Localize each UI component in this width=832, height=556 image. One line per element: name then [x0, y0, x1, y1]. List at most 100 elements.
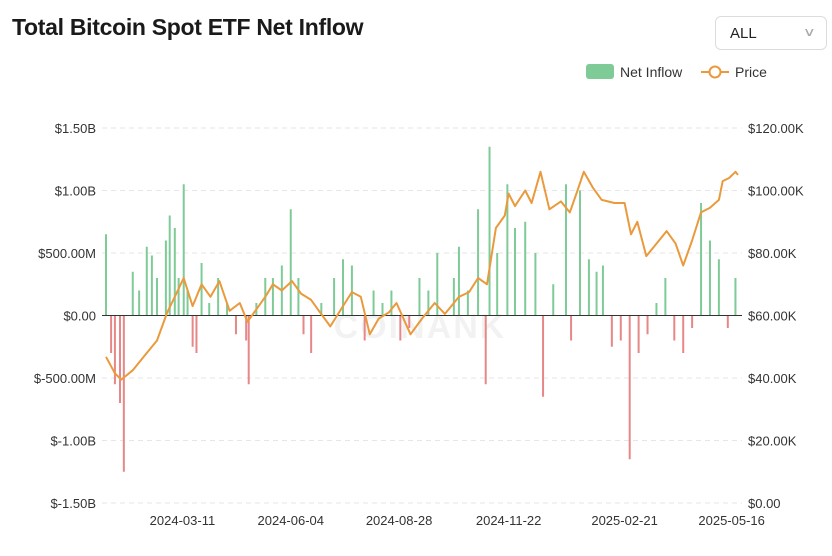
net-inflow-bar[interactable] [247, 315, 250, 385]
net-inflow-bar[interactable] [342, 259, 344, 316]
net-inflow-bar[interactable] [131, 271, 134, 316]
net-inflow-bar[interactable] [418, 278, 421, 316]
net-inflow-bar[interactable] [700, 203, 703, 316]
net-inflow-bar[interactable] [310, 315, 313, 354]
net-inflow-bar[interactable] [496, 253, 499, 316]
net-inflow-bar[interactable] [381, 303, 384, 316]
x-tick-label: 2025-02-21 [591, 513, 658, 528]
net-inflow-bar[interactable] [717, 259, 720, 316]
x-tick-label: 2024-03-11 [150, 513, 216, 528]
net-inflow-bar[interactable] [619, 315, 622, 341]
net-inflow-bar[interactable] [506, 184, 509, 316]
net-inflow-bar[interactable] [372, 290, 375, 316]
x-tick-label: 2024-08-28 [366, 513, 433, 528]
net-inflow-bar[interactable] [200, 263, 203, 316]
net-inflow-bar[interactable] [186, 290, 189, 316]
legend-price-label: Price [735, 64, 767, 80]
net-inflow-bar[interactable] [150, 255, 153, 316]
net-inflow-bar[interactable] [534, 253, 537, 316]
net-inflow-bar[interactable] [601, 265, 604, 316]
net-inflow-bar[interactable] [587, 259, 590, 316]
x-tick-label: 2024-11-22 [476, 513, 542, 528]
net-inflow-bar[interactable] [110, 315, 113, 354]
net-inflow-bar[interactable] [708, 240, 711, 316]
net-inflow-bar[interactable] [320, 303, 323, 316]
net-inflow-bar[interactable] [390, 290, 393, 316]
net-inflow-bar[interactable] [289, 209, 292, 316]
net-inflow-bar[interactable] [164, 240, 167, 316]
net-inflow-bar[interactable] [145, 246, 148, 316]
net-inflow-bar[interactable] [333, 278, 336, 316]
net-inflow-bar[interactable] [610, 315, 613, 347]
net-inflow-bar[interactable] [524, 221, 527, 316]
net-inflow-bar[interactable] [682, 315, 685, 354]
net-inflow-bar[interactable] [155, 278, 158, 316]
legend-price-marker[interactable] [708, 65, 722, 79]
net-inflow-bar[interactable] [452, 278, 455, 316]
net-inflow-bar[interactable] [302, 315, 305, 335]
left-tick-label: $0.00 [63, 309, 96, 324]
net-inflow-bar[interactable] [399, 315, 402, 341]
net-inflow-bar[interactable] [628, 315, 631, 460]
left-tick-label: $1.50B [55, 121, 96, 136]
net-inflow-bar[interactable] [177, 278, 180, 316]
net-inflow-bar[interactable] [182, 184, 185, 316]
net-inflow-bar[interactable] [484, 315, 487, 385]
x-tick-label: 2024-06-04 [258, 513, 325, 528]
net-inflow-bar[interactable] [514, 228, 517, 316]
net-inflow-bar[interactable] [217, 278, 220, 316]
net-inflow-bar[interactable] [245, 315, 248, 341]
net-inflow-bar[interactable] [297, 278, 300, 316]
left-tick-label: $-500.00M [34, 371, 96, 386]
net-inflow-bar[interactable] [734, 278, 737, 316]
net-inflow-bar[interactable] [726, 315, 729, 329]
net-inflow-bar[interactable] [191, 315, 194, 347]
net-inflow-bar[interactable] [408, 315, 411, 329]
range-select[interactable]: ALL ∨ [715, 16, 827, 50]
net-inflow-bar[interactable] [564, 184, 567, 316]
net-inflow-bar[interactable] [168, 215, 171, 316]
net-inflow-bar[interactable] [173, 228, 176, 316]
net-inflow-bar[interactable] [673, 315, 676, 341]
net-inflow-bar[interactable] [119, 315, 122, 404]
net-inflow-bar[interactable] [208, 303, 211, 316]
net-inflow-bar[interactable] [427, 290, 430, 316]
net-inflow-bar[interactable] [664, 278, 667, 316]
right-tick-label: $80.00K [748, 246, 797, 261]
right-tick-label: $20.00K [748, 434, 797, 449]
net-inflow-bar[interactable] [655, 303, 658, 316]
net-inflow-bar[interactable] [122, 315, 125, 472]
x-axis-labels: 2024-03-11 2024-06-04 2024-08-28 2024-11-22… [150, 513, 765, 528]
net-inflow-bar[interactable] [691, 315, 694, 329]
net-inflow-bar[interactable] [595, 271, 598, 316]
net-inflow-bar[interactable] [105, 234, 107, 316]
net-inflow-bar[interactable] [350, 265, 353, 316]
left-tick-label: $-1.50B [50, 496, 96, 511]
right-tick-label: $0.00 [748, 496, 781, 511]
net-inflow-bar[interactable] [542, 315, 545, 397]
net-inflow-bar[interactable] [457, 246, 460, 316]
net-inflow-bar[interactable] [195, 315, 198, 354]
net-inflow-bar[interactable] [271, 278, 274, 316]
page-title: Total Bitcoin Spot ETF Net Inflow [12, 14, 364, 40]
net-inflow-bar[interactable] [113, 315, 116, 385]
net-inflow-bar[interactable] [363, 315, 366, 341]
net-inflow-bar[interactable] [552, 284, 555, 316]
net-inflow-bar[interactable] [646, 315, 649, 335]
legend-net-inflow-swatch[interactable] [586, 64, 614, 79]
chevron-down-icon: ∨ [803, 25, 817, 39]
net-inflow-bar[interactable] [477, 209, 480, 316]
left-tick-label: $-1.00B [50, 434, 96, 449]
price-line [105, 170, 739, 381]
net-inflow-bar[interactable] [488, 146, 491, 316]
net-inflow-bar[interactable] [637, 315, 640, 354]
net-inflow-bar[interactable] [579, 190, 581, 316]
net-inflow-bar[interactable] [226, 303, 229, 316]
net-inflow-bar[interactable] [234, 315, 237, 335]
net-inflow-bar[interactable] [138, 290, 141, 316]
left-tick-label: $1.00B [55, 184, 96, 199]
net-inflow-bar[interactable] [436, 253, 439, 316]
net-inflow-bar[interactable] [466, 290, 469, 316]
net-inflow-bar[interactable] [570, 315, 573, 341]
left-tick-label: $500.00M [38, 246, 96, 261]
